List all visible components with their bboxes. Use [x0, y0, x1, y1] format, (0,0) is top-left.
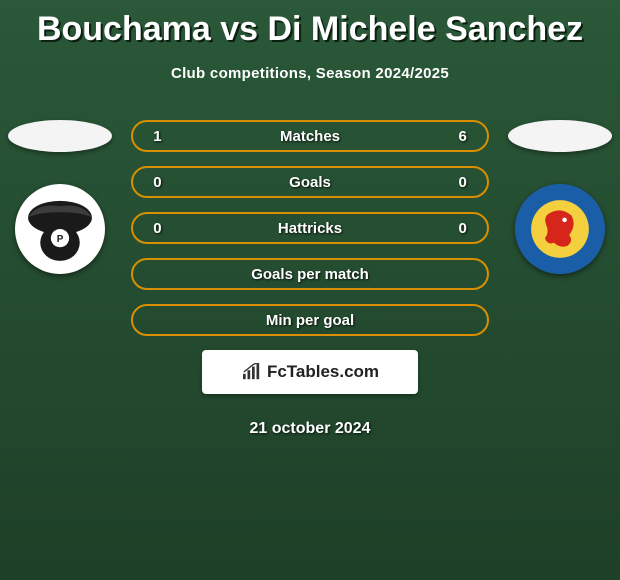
player-left-avatar [8, 120, 112, 152]
stat-label: Hattricks [278, 220, 342, 237]
left-column: P [0, 120, 119, 274]
club-badge-right [515, 184, 605, 274]
club-badge-left: P [15, 184, 105, 274]
stat-row-hattricks: 0 Hattricks 0 [131, 212, 489, 244]
stat-right-value: 0 [458, 174, 466, 191]
svg-text:P: P [56, 234, 63, 245]
stats-column: 1 Matches 6 0 Goals 0 0 Hattricks 0 Goal… [131, 120, 489, 336]
eagle-icon: P [22, 191, 98, 267]
stat-row-mpg: Min per goal [131, 304, 489, 336]
stat-left-value: 0 [153, 174, 161, 191]
player-right-avatar [508, 120, 612, 152]
stat-right-value: 0 [458, 220, 466, 237]
stat-left-value: 0 [153, 220, 161, 237]
main-content: P 1 Matches 6 0 Goals 0 0 Hattricks 0 Go… [0, 120, 620, 336]
stat-label: Goals [289, 174, 331, 191]
lion-icon [522, 191, 598, 267]
brand-badge[interactable]: FcTables.com [202, 350, 418, 394]
stat-label: Goals per match [251, 266, 369, 283]
page-title: Bouchama vs Di Michele Sanchez [0, 0, 620, 49]
stat-right-value: 6 [458, 128, 466, 145]
chart-icon [241, 363, 263, 381]
stat-row-matches: 1 Matches 6 [131, 120, 489, 152]
stat-row-goals: 0 Goals 0 [131, 166, 489, 198]
subtitle: Club competitions, Season 2024/2025 [0, 65, 620, 82]
stat-label: Matches [280, 128, 340, 145]
stat-left-value: 1 [153, 128, 161, 145]
date-text: 21 october 2024 [0, 420, 620, 438]
right-column [501, 120, 620, 274]
stat-label: Min per goal [266, 312, 354, 329]
stat-row-gpm: Goals per match [131, 258, 489, 290]
brand-text: FcTables.com [267, 362, 379, 382]
